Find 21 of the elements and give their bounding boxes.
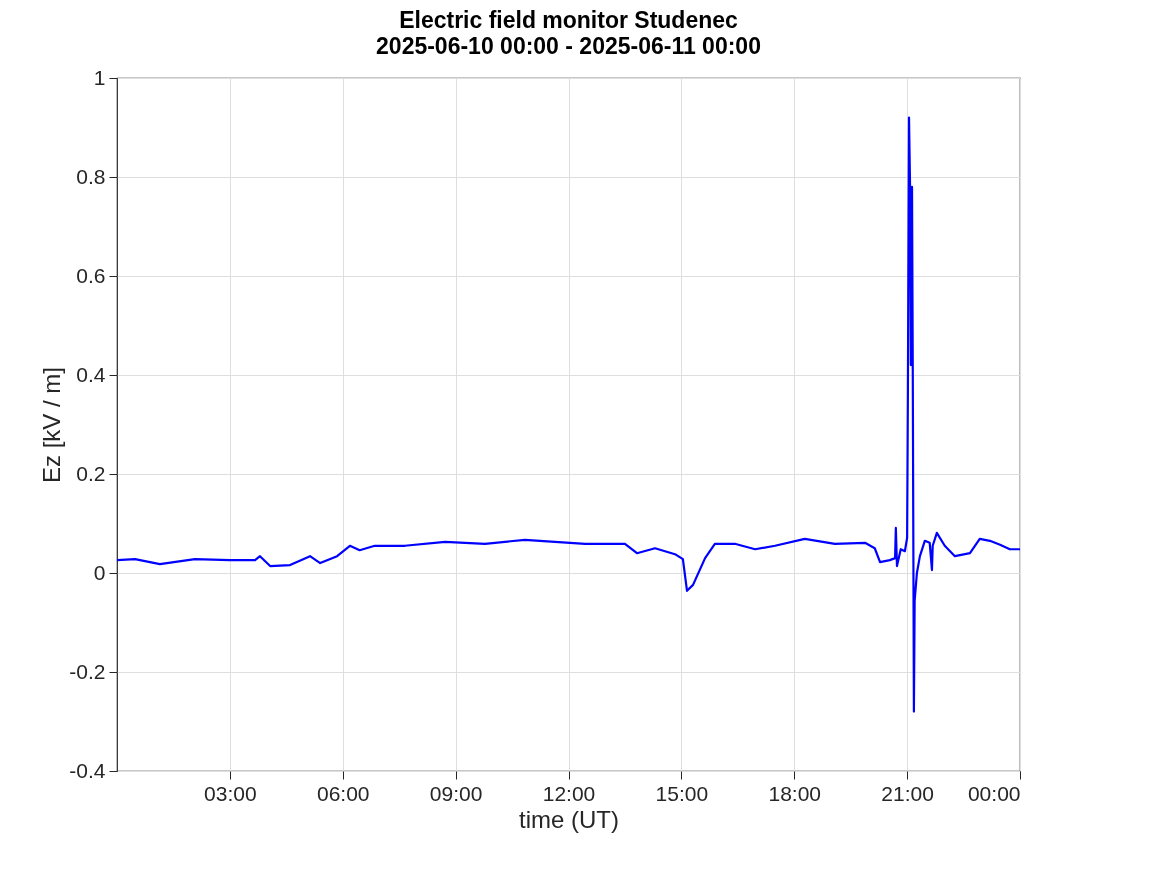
chart-title: Electric field monitor Studenec: [399, 7, 739, 33]
x-tick-label: 15:00: [655, 781, 709, 805]
line-series: [115, 116, 1022, 713]
x-tick-label: 03:00: [204, 781, 257, 805]
x-tick-label: 21:00: [881, 781, 934, 805]
chart-subtitle: 2025-06-10 00:00 - 2025-06-11 00:00: [376, 33, 761, 59]
x-tick-label: 06:00: [316, 781, 370, 805]
y-axis-title: Ez [kV / m]: [38, 366, 66, 484]
x-tick-label: 09:00: [429, 781, 483, 805]
y-tick-label: 1: [93, 65, 106, 89]
y-tick-label: 0.4: [76, 362, 106, 386]
y-tick-label: 0.2: [76, 461, 106, 485]
y-tick-label: 0.6: [76, 263, 106, 287]
y-tick-label: -0.2: [69, 659, 106, 683]
y-tick-label: 0.8: [76, 164, 106, 188]
x-tick-label: 18:00: [768, 781, 822, 805]
y-tick-label: -0.4: [69, 758, 106, 782]
x-tick-label: 00:00: [967, 781, 1021, 805]
x-axis-title: time (UT): [519, 805, 619, 833]
y-tick-label: 0: [93, 560, 106, 584]
x-tick-label: 12:00: [542, 781, 596, 805]
